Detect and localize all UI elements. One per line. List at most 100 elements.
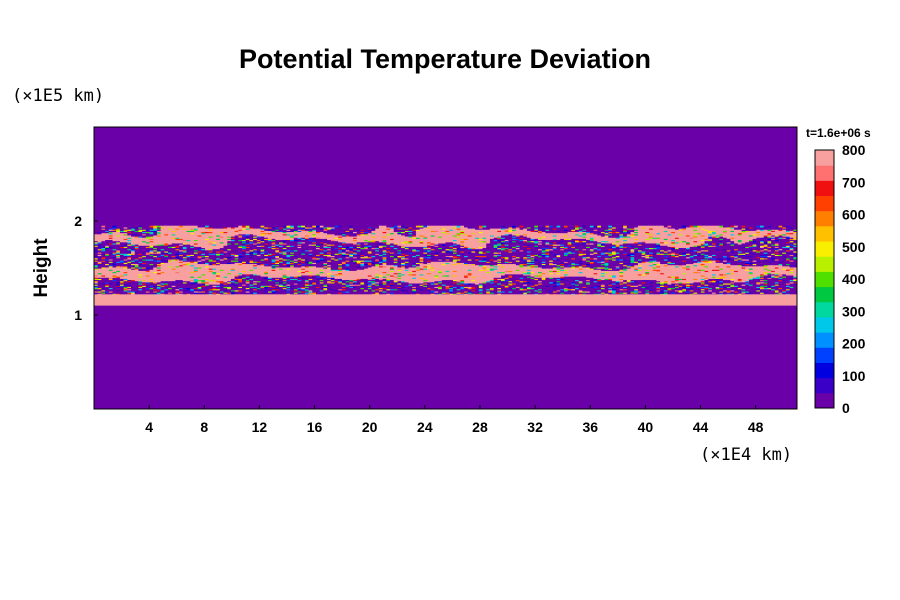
heatmap-cell — [789, 289, 794, 292]
heatmap-cell — [575, 286, 580, 289]
heatmap-cell — [430, 277, 435, 279]
heatmap-cell — [567, 264, 572, 267]
heatmap-cell — [785, 266, 791, 269]
heatmap-cell — [645, 280, 650, 283]
heatmap-cell — [604, 279, 609, 282]
heatmap-cell — [390, 274, 395, 277]
heatmap-cell — [556, 293, 561, 295]
heatmap-cell — [308, 266, 313, 269]
heatmap-cell — [545, 290, 550, 293]
heatmap-cell — [737, 274, 743, 277]
heatmap-cell — [123, 282, 128, 285]
heatmap-cell — [160, 288, 165, 291]
heatmap-cell — [708, 264, 713, 267]
heatmap-cell — [168, 288, 173, 291]
heatmap-cell — [689, 265, 694, 268]
heatmap-cell — [752, 271, 757, 274]
heatmap-cell — [290, 269, 295, 271]
heatmap-cell — [401, 293, 406, 295]
heatmap-cell — [567, 284, 572, 286]
heatmap-cell — [323, 285, 328, 287]
heatmap-cell — [175, 278, 180, 281]
heatmap-cell — [623, 290, 628, 293]
heatmap-cell — [571, 286, 576, 289]
heatmap-cell — [660, 273, 665, 276]
heatmap-cell — [589, 279, 595, 282]
heatmap-cell — [245, 293, 250, 295]
heatmap-cell — [493, 286, 498, 289]
heatmap-cell — [293, 288, 299, 291]
heatmap-cell — [230, 285, 236, 287]
heatmap-cell — [367, 264, 373, 267]
heatmap-cell — [249, 290, 254, 293]
heatmap-cell — [119, 281, 125, 284]
heatmap-cell — [649, 270, 654, 273]
heatmap-cell — [101, 286, 106, 289]
heatmap-cell — [275, 292, 280, 294]
heatmap-cell — [319, 284, 324, 286]
heatmap-cell — [97, 272, 102, 275]
heatmap-cell — [142, 277, 147, 279]
heatmap-cell — [793, 282, 797, 285]
heatmap-cell — [475, 276, 480, 278]
heatmap-cell — [519, 270, 524, 273]
heatmap-cell — [127, 268, 132, 270]
heatmap-cell — [578, 287, 583, 290]
heatmap-cell — [774, 278, 780, 281]
heatmap-cell — [412, 266, 417, 269]
heatmap-cell — [105, 284, 110, 286]
heatmap-cell — [182, 292, 188, 294]
heatmap-cell — [149, 293, 154, 295]
heatmap-cell — [304, 281, 310, 284]
heatmap-cell — [216, 269, 221, 271]
heatmap-cell — [504, 285, 509, 287]
heatmap-cell — [171, 287, 176, 290]
heatmap-cell — [464, 282, 469, 285]
heatmap-cell — [563, 271, 569, 274]
heatmap-cell — [390, 272, 395, 275]
heatmap-cell — [193, 289, 199, 292]
heatmap-cell — [575, 276, 580, 278]
heatmap-cell — [752, 282, 757, 285]
heatmap-cell — [293, 287, 299, 290]
heatmap-cell — [271, 276, 276, 278]
heatmap-cell — [619, 287, 624, 290]
heatmap-cell — [708, 268, 713, 270]
heatmap-cell — [349, 285, 354, 287]
heatmap-cell — [637, 268, 643, 270]
heatmap-cell — [304, 289, 310, 292]
heatmap-cell — [208, 271, 213, 274]
heatmap-cell — [771, 285, 776, 287]
heatmap-cell — [482, 265, 487, 268]
heatmap-cell — [704, 279, 709, 282]
heatmap-cell — [330, 281, 336, 284]
heatmap-cell — [545, 286, 550, 289]
heatmap-cell — [460, 284, 465, 286]
heatmap-cell — [193, 279, 199, 282]
heatmap-cell — [541, 272, 546, 275]
heatmap-cell — [663, 264, 669, 267]
heatmap-cell — [745, 270, 750, 273]
heatmap-cell — [637, 266, 643, 269]
heatmap-cell — [575, 285, 580, 287]
heatmap-cell — [160, 278, 165, 281]
heatmap-cell — [197, 290, 202, 293]
heatmap-cell — [760, 278, 765, 281]
heatmap-cell — [253, 273, 258, 276]
heatmap-cell — [390, 264, 395, 267]
heatmap-cell — [708, 265, 713, 268]
heatmap-cell — [197, 276, 202, 278]
heatmap-cell — [730, 268, 735, 270]
heatmap-cell — [386, 281, 391, 284]
heatmap-cell — [663, 290, 669, 293]
heatmap-cell — [575, 274, 580, 277]
heatmap-cell — [497, 273, 502, 276]
heatmap-cell — [486, 281, 491, 284]
heatmap-cell — [193, 268, 199, 270]
heatmap-cell — [297, 290, 302, 293]
heatmap-cell — [349, 273, 354, 276]
heatmap-cell — [341, 272, 347, 275]
heatmap-cell — [586, 281, 591, 284]
heatmap-cell — [279, 263, 284, 266]
heatmap-cell — [293, 276, 299, 278]
